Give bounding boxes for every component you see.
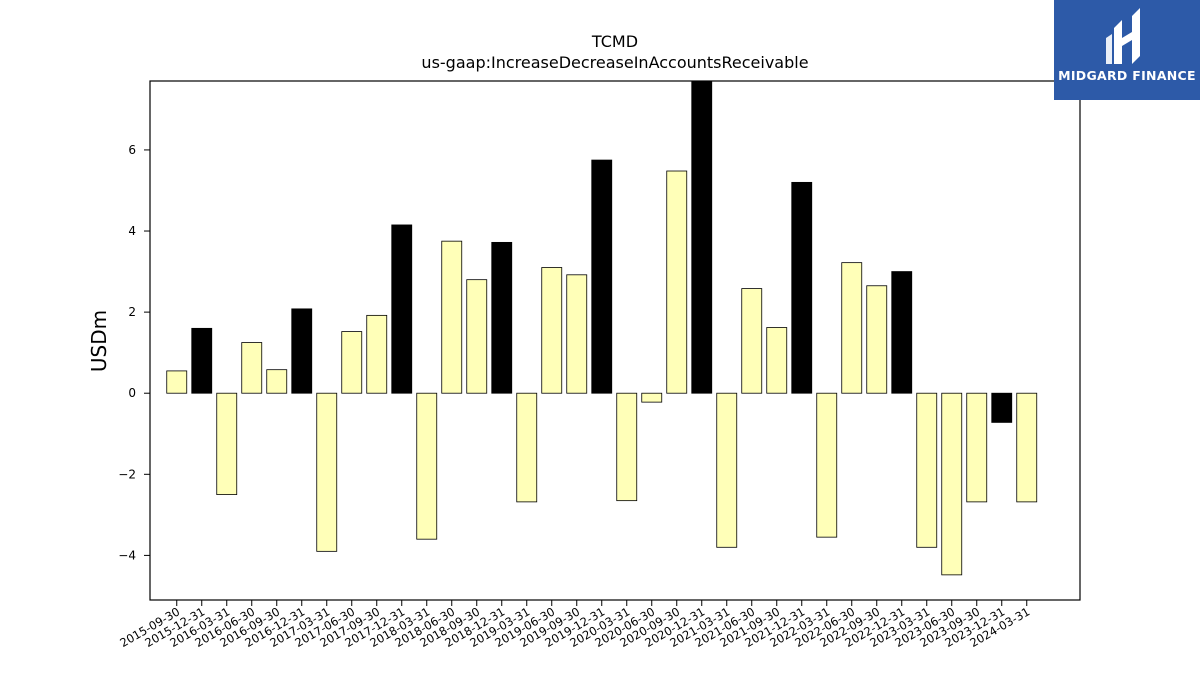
bar-2022-03-31 [816,392,838,538]
bar-2023-03-31 [916,392,938,548]
bar-2017-09-30 [366,314,388,394]
bar-2023-12-31 [991,392,1013,423]
bar-2023-06-30 [941,392,963,576]
chart-title: TCMD [591,32,639,51]
bar-2021-06-30 [741,288,763,394]
y-tick-label: 6 [128,143,136,157]
logo-mark-icon [1106,8,1140,64]
bar-2023-09-30 [966,392,988,503]
logo-text: MIDGARD FINANCE [1058,68,1196,83]
bar-2018-03-31 [416,392,438,540]
bar-2019-12-31 [591,159,613,394]
bar-2020-09-30 [666,170,688,394]
bar-2018-12-31 [491,241,513,394]
bar-2022-09-30 [866,285,888,394]
bar-2020-12-31 [691,80,713,394]
brand-logo: MIDGARD FINANCE [1054,0,1200,100]
y-tick-label: 4 [128,224,136,238]
y-axis: −4 −2 0 2 4 6 [118,143,150,562]
bar-2016-09-30 [266,369,288,394]
bar-2017-12-31 [391,224,413,394]
bar-2016-06-30 [241,342,263,394]
y-tick-label: −2 [118,467,136,481]
bar-2021-12-31 [791,181,813,394]
y-axis-label: USDm [87,310,111,372]
bar-2017-03-31 [316,392,338,552]
bar-2020-03-31 [616,392,638,502]
bar-2017-06-30 [341,331,363,394]
bar-2016-12-31 [291,308,313,394]
bar-2018-09-30 [466,279,488,394]
y-tick-label: 2 [128,305,136,319]
bar-2021-09-30 [766,327,788,394]
bar-2019-09-30 [566,274,588,394]
bar-2022-12-31 [891,271,913,394]
bar-2022-06-30 [841,262,863,394]
y-tick-label: 0 [128,386,136,400]
plot-frame [149,80,1081,601]
bar-2015-12-31 [191,327,213,394]
bar-2019-06-30 [541,267,563,394]
bars-group [166,80,1038,576]
chart-subtitle: us-gaap:IncreaseDecreaseInAccountsReceiv… [421,53,809,72]
bar-2020-06-30 [641,392,663,403]
y-tick-label: −4 [118,548,136,562]
bar-2018-06-30 [441,240,463,394]
bar-2016-03-31 [216,392,238,495]
x-axis: 2015-09-302015-12-312016-03-312016-06-30… [117,600,1032,650]
bar-2021-03-31 [716,392,738,548]
bar-2015-09-30 [166,370,188,394]
bar-2019-03-31 [516,392,538,503]
bar-2024-03-31 [1016,392,1038,503]
